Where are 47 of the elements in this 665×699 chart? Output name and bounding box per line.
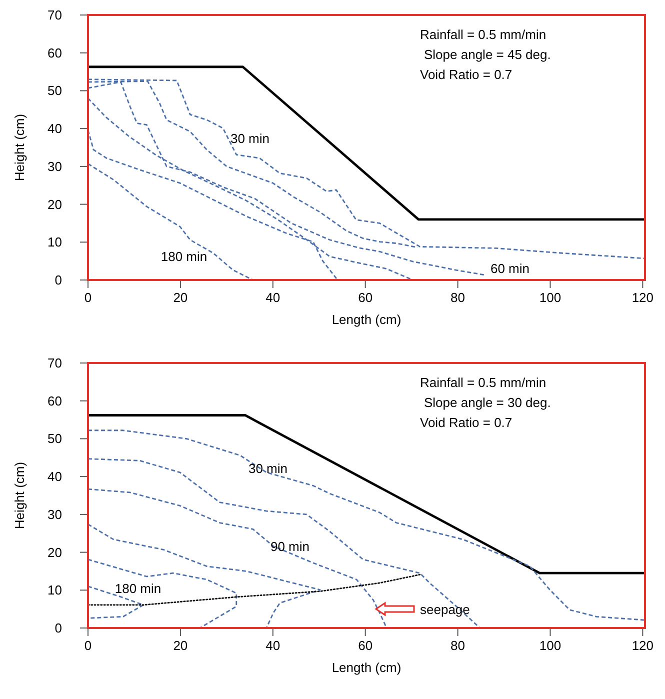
y-tick-label: 10	[48, 582, 62, 598]
annotation: Void Ratio = 0.7	[420, 415, 512, 430]
annotation: 90 min	[270, 539, 310, 554]
y-tick-label: 30	[48, 158, 62, 174]
y-tick-label: 20	[48, 196, 62, 212]
y-tick-label: 50	[48, 431, 62, 446]
x-tick-label: 40	[266, 290, 280, 305]
x-tick-label: 120	[632, 638, 654, 653]
x-axis-title: Length (cm)	[332, 660, 402, 675]
x-tick-label: 100	[539, 290, 562, 305]
x-tick-label: 0	[84, 638, 92, 653]
x-tick-label: 80	[450, 638, 466, 653]
x-tick-label: 20	[173, 290, 188, 305]
x-tick-label: 20	[173, 638, 188, 653]
annotation: Void Ratio = 0.7	[420, 67, 512, 82]
y-tick-label: 40	[48, 121, 62, 136]
annotation: Slope angle = 30 deg.	[424, 395, 551, 410]
x-tick-label: 100	[539, 638, 562, 653]
y-tick-label: 0	[54, 272, 62, 288]
x-tick-label: 60	[358, 638, 373, 653]
y-tick-label: 70	[48, 356, 62, 370]
x-axis-title: Length (cm)	[332, 312, 402, 327]
y-axis-title: Height (cm)	[12, 462, 27, 530]
x-tick-label: 40	[266, 638, 280, 653]
x-tick-label: 60	[358, 290, 373, 305]
annotation: 30 min	[230, 131, 270, 146]
annotation: Rainfall = 0.5 mm/min	[420, 27, 546, 42]
annotation: seepage	[420, 602, 470, 617]
y-tick-label: 0	[54, 620, 62, 636]
x-tick-label: 0	[84, 290, 92, 305]
annotation: 60 min	[490, 261, 530, 276]
y-tick-label: 20	[48, 544, 62, 560]
y-tick-label: 50	[48, 83, 62, 98]
annotation: Rainfall = 0.5 mm/min	[420, 375, 546, 390]
annotation: Slope angle = 45 deg.	[424, 47, 551, 62]
y-tick-label: 70	[48, 8, 62, 22]
y-tick-label: 60	[48, 45, 62, 60]
annotation: 30 min	[248, 461, 288, 476]
annotation: 180 min	[114, 581, 162, 596]
y-tick-label: 40	[48, 469, 62, 484]
y-tick-label: 10	[48, 234, 62, 250]
annotation: 180 min	[160, 249, 208, 264]
x-tick-label: 80	[450, 290, 466, 305]
y-tick-label: 30	[48, 506, 62, 522]
y-tick-label: 60	[48, 393, 62, 408]
y-axis-title: Height (cm)	[12, 114, 27, 182]
x-tick-label: 120	[632, 290, 654, 305]
